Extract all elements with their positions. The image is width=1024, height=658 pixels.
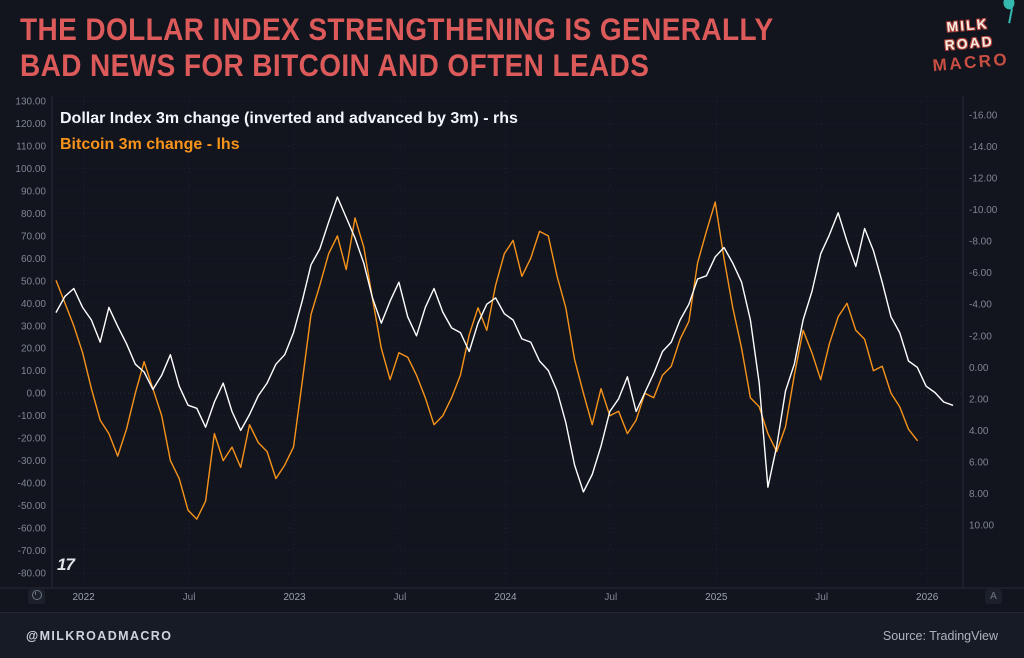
legend-bitcoin[interactable]: Bitcoin 3m change - lhs <box>60 136 240 153</box>
right-axis-labels[interactable]: -16.00 -14.00 -12.00 -10.00 -8.00 -6.00 -4.00 -… <box>969 111 998 532</box>
svg-text:90.00: 90.00 <box>21 186 46 197</box>
svg-text:20.00: 20.00 <box>21 344 46 355</box>
footer-source: Source: TradingView <box>882 628 998 643</box>
time-axis-labels[interactable]: 2022 Jul 2023 Jul 2024 Jul 2025 Jul 2026 <box>73 592 939 603</box>
svg-text:-12.00: -12.00 <box>969 174 998 185</box>
svg-text:0.00: 0.00 <box>27 389 47 400</box>
svg-text:-40.00: -40.00 <box>18 479 47 490</box>
svg-text:-6.00: -6.00 <box>969 268 992 279</box>
svg-text:4.00: 4.00 <box>969 426 989 437</box>
svg-text:100.00: 100.00 <box>15 164 46 175</box>
bitcoin-line <box>55 201 918 520</box>
auto-scale-button[interactable]: A <box>985 589 1002 604</box>
clock-icon <box>31 590 42 600</box>
svg-text:-14.00: -14.00 <box>969 142 998 153</box>
gridlines <box>52 96 963 588</box>
svg-text:Jul: Jul <box>815 592 828 603</box>
svg-text:0.00: 0.00 <box>969 363 989 374</box>
svg-text:130.00: 130.00 <box>15 97 46 108</box>
tradingview-watermark: 17 <box>57 555 75 574</box>
svg-text:80.00: 80.00 <box>21 209 46 220</box>
left-axis-labels[interactable]: 130.00 120.00 110.00 100.00 90.00 80.00 70.00 6… <box>15 97 46 580</box>
svg-text:2022: 2022 <box>73 592 96 603</box>
svg-text:110.00: 110.00 <box>16 141 46 152</box>
page-title: THE DOLLAR INDEX STRENGTHENING IS GENERA… <box>20 12 774 85</box>
svg-text:60.00: 60.00 <box>21 254 46 265</box>
svg-text:-80.00: -80.00 <box>18 569 47 580</box>
svg-text:-10.00: -10.00 <box>969 205 998 216</box>
svg-text:2023: 2023 <box>283 592 306 603</box>
footer: @MILKROADMACRO Source: TradingView <box>0 612 1024 658</box>
svg-text:10.00: 10.00 <box>21 366 46 377</box>
svg-text:6.00: 6.00 <box>969 457 989 468</box>
svg-text:-50.00: -50.00 <box>18 501 47 512</box>
series-lines <box>55 196 954 520</box>
svg-text:-20.00: -20.00 <box>18 434 47 445</box>
svg-text:Jul: Jul <box>394 592 407 603</box>
svg-text:-16.00: -16.00 <box>969 111 998 122</box>
footer-handle: @MILKROADMACRO <box>26 628 173 643</box>
svg-text:-60.00: -60.00 <box>18 524 47 535</box>
svg-text:Jul: Jul <box>604 592 617 603</box>
svg-text:30.00: 30.00 <box>21 321 46 332</box>
legend: Dollar Index 3m change (inverted and adv… <box>60 110 518 162</box>
svg-text:40.00: 40.00 <box>21 299 46 310</box>
svg-text:2024: 2024 <box>494 592 517 603</box>
svg-text:-70.00: -70.00 <box>18 546 47 557</box>
svg-text:8.00: 8.00 <box>969 489 989 500</box>
axis-lines <box>0 96 1024 589</box>
svg-text:-30.00: -30.00 <box>18 456 47 467</box>
svg-text:-4.00: -4.00 <box>969 300 992 311</box>
title-line-2: BAD NEWS FOR BITCOIN AND OFTEN LEADS <box>20 48 650 84</box>
svg-text:-2.00: -2.00 <box>969 331 992 342</box>
svg-text:-10.00: -10.00 <box>18 411 47 422</box>
svg-text:2026: 2026 <box>916 592 939 603</box>
timezone-button[interactable] <box>28 589 45 604</box>
svg-text:120.00: 120.00 <box>15 119 46 130</box>
svg-text:2.00: 2.00 <box>969 394 989 405</box>
svg-text:Jul: Jul <box>183 592 196 603</box>
legend-dollar-index[interactable]: Dollar Index 3m change (inverted and adv… <box>60 110 518 127</box>
svg-text:50.00: 50.00 <box>21 276 46 287</box>
balloon-icon <box>1002 0 1016 10</box>
svg-text:70.00: 70.00 <box>21 231 46 242</box>
chart-canvas[interactable]: 130.00 120.00 110.00 100.00 90.00 80.00 70.00 6… <box>0 96 1024 608</box>
svg-text:10.00: 10.00 <box>969 521 994 532</box>
milk-road-macro-logo: MILK ROAD MACRO <box>929 0 1016 78</box>
svg-text:-8.00: -8.00 <box>969 237 992 248</box>
dollar-index-line <box>55 196 954 493</box>
title-line-1: THE DOLLAR INDEX STRENGTHENING IS GENERA… <box>20 12 774 47</box>
svg-text:2025: 2025 <box>705 592 728 603</box>
